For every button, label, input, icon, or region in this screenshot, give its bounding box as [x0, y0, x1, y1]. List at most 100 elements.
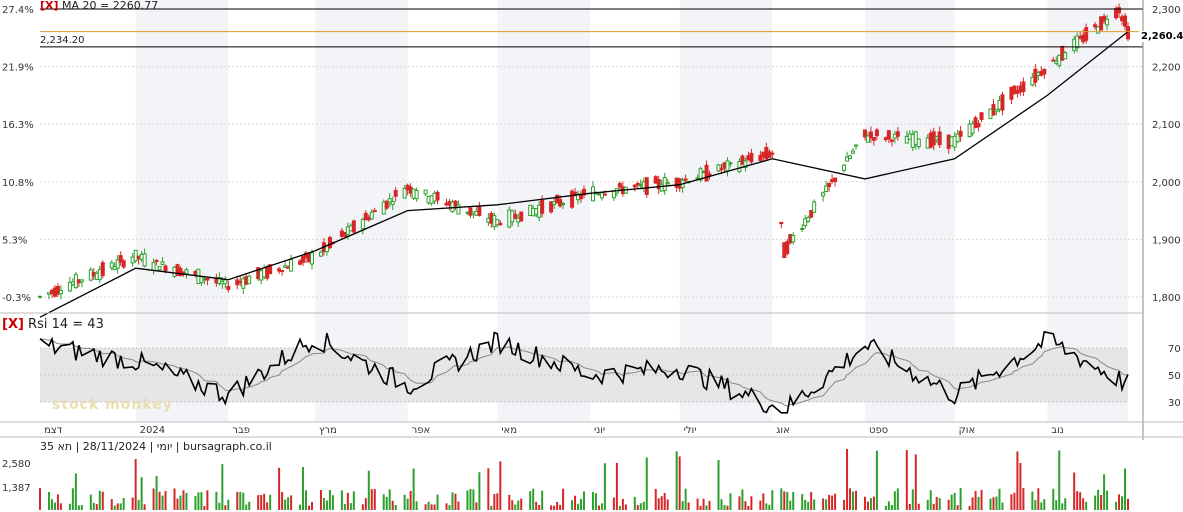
volume-bar — [385, 496, 388, 510]
volume-bar — [633, 496, 636, 510]
candle-body — [277, 268, 282, 272]
volume-bar — [98, 490, 101, 510]
volume-bar — [717, 460, 720, 510]
candle-body — [865, 135, 870, 143]
volume-bar — [436, 494, 439, 510]
volume-bar — [825, 499, 828, 510]
volume-bar — [1034, 500, 1037, 510]
volume-bar — [538, 504, 541, 510]
volume-bar — [1097, 489, 1100, 510]
volume-bar — [433, 504, 436, 510]
volume-bar — [938, 498, 941, 510]
candle-body — [728, 162, 733, 165]
candle-body — [800, 227, 805, 230]
rsi-close-button[interactable]: [X] — [2, 317, 24, 332]
rsi-lines — [39, 330, 1129, 414]
volume-bar — [645, 457, 648, 510]
volume-bar — [744, 501, 747, 510]
candle-body — [916, 138, 921, 148]
volume-bar — [1058, 450, 1061, 510]
pct-tick-label: 10.8% — [2, 178, 34, 189]
volume-bar — [367, 470, 370, 510]
volume-bar — [260, 494, 263, 510]
volume-bar — [475, 502, 478, 510]
candle-body — [498, 222, 503, 226]
volume-bar — [472, 489, 475, 510]
candle-body — [570, 190, 575, 208]
volume-bar — [74, 473, 77, 510]
candle-body — [665, 182, 670, 185]
candle-body — [456, 204, 461, 215]
volume-bar — [517, 500, 520, 510]
month-label: אוק — [959, 425, 976, 436]
volume-bar — [562, 488, 565, 510]
axis-labels: 27.4% 2,300 21.9% 2,200 16.3% 2,100 10.8% 2,000… — [2, 5, 1181, 494]
candle-body — [582, 188, 586, 196]
volume-info: יומי | 28/11/2024 | תא 35 | bursagraph.c… — [40, 440, 272, 453]
volume-bar — [215, 491, 218, 510]
volume-bar — [257, 495, 260, 510]
ref-line-label: 2,234.20 — [40, 35, 85, 46]
candle-body — [785, 241, 790, 255]
candle-body — [827, 182, 832, 188]
volume-bar — [1127, 498, 1129, 510]
volume-bar — [1037, 488, 1040, 510]
candle-body — [561, 203, 566, 206]
candle-body — [450, 201, 455, 213]
volume-bar — [409, 490, 412, 510]
volume-bar — [762, 493, 765, 510]
volume-bar — [487, 468, 490, 510]
volume-bar — [242, 492, 245, 510]
candle-body — [851, 150, 856, 154]
volume-bar — [134, 459, 137, 510]
candle-body — [824, 185, 829, 193]
candle-body — [390, 201, 395, 205]
candle-body — [283, 265, 288, 268]
volume-bar — [929, 490, 932, 510]
volume-bar — [490, 505, 493, 510]
month-label: אפר — [412, 425, 431, 436]
volume-bar — [908, 504, 911, 510]
volume-bar — [971, 497, 974, 510]
candle-body — [79, 279, 84, 283]
volume-bar — [454, 493, 457, 510]
volume-bar — [364, 498, 367, 510]
volume-bar — [675, 451, 678, 510]
volume-bar — [947, 499, 950, 510]
candle-body — [937, 131, 942, 146]
candle-body — [635, 182, 640, 186]
volume-bar — [723, 505, 726, 510]
volume-bar — [956, 505, 959, 510]
volume-bar — [884, 505, 887, 510]
volume-bar — [995, 496, 998, 510]
candle-body — [1093, 24, 1098, 28]
volume-bar — [741, 489, 744, 510]
candle-body — [184, 269, 189, 274]
candle-body — [889, 139, 894, 142]
volume-bar — [917, 503, 920, 510]
month-label: אוג — [776, 425, 790, 436]
volume-bar — [89, 494, 92, 510]
candle-body — [895, 131, 900, 137]
volume-bar — [953, 492, 956, 510]
volume-bar — [759, 500, 762, 510]
volume-bar — [200, 492, 203, 510]
ma-close-button[interactable]: [X] — [40, 0, 59, 12]
volume-bar — [391, 500, 394, 510]
volume-bar — [71, 488, 74, 510]
candle-body — [109, 262, 114, 269]
volume-bar — [974, 490, 977, 510]
volume-bar — [227, 499, 230, 510]
candle-body — [1123, 15, 1128, 27]
volume-bar — [786, 492, 789, 510]
volume-bar — [155, 476, 158, 510]
candle-body — [874, 129, 879, 137]
volume-bar — [1016, 451, 1019, 510]
rsi-panel — [40, 347, 1128, 403]
last-price-label: 2,260.49 — [1139, 31, 1183, 42]
volume-bar — [678, 456, 681, 510]
volume-bar — [457, 501, 460, 510]
candle-body — [289, 259, 294, 272]
candle-body — [205, 277, 210, 281]
volume-bar — [415, 501, 418, 510]
